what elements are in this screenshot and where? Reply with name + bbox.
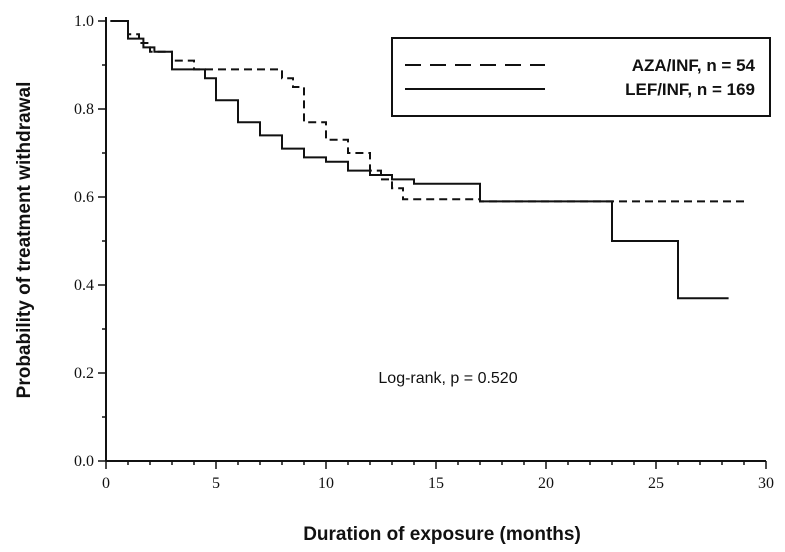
x-tick-label: 0 [102,475,110,492]
y-tick-label: 0.6 [74,189,94,206]
legend-box [391,37,771,117]
y-tick-label: 0.2 [74,365,94,382]
x-tick-label: 25 [648,475,664,492]
x-tick-label: 5 [212,475,220,492]
legend-label-aza: AZA/INF, n = 54 [632,56,756,75]
x-tick-label: 20 [538,475,554,492]
y-tick-label: 0.8 [74,101,94,118]
legend-label-lef: LEF/INF, n = 169 [625,80,755,99]
axes: 0.0 0.2 0.4 0.6 0.8 1.0 0 5 10 15 20 25 30 [74,13,774,492]
x-tick-label: 30 [758,475,774,492]
series-line-lef-inf [110,20,729,300]
x-tick-label: 10 [318,475,334,492]
y-tick-label: 0.4 [74,277,94,294]
legend: AZA/INF, n = 54 LEF/INF, n = 169 [391,37,771,117]
y-tick-label: 1.0 [74,13,94,30]
x-axis-title: Duration of exposure (months) [303,524,581,545]
series-line-aza-inf [110,20,744,203]
y-axis-title: Probability of treatment withdrawal [14,82,35,399]
x-tick-label: 15 [428,475,444,492]
series-lines [110,20,744,300]
log-rank-annotation: Log-rank, p = 0.520 [378,370,517,387]
y-tick-label: 0.0 [74,453,94,470]
